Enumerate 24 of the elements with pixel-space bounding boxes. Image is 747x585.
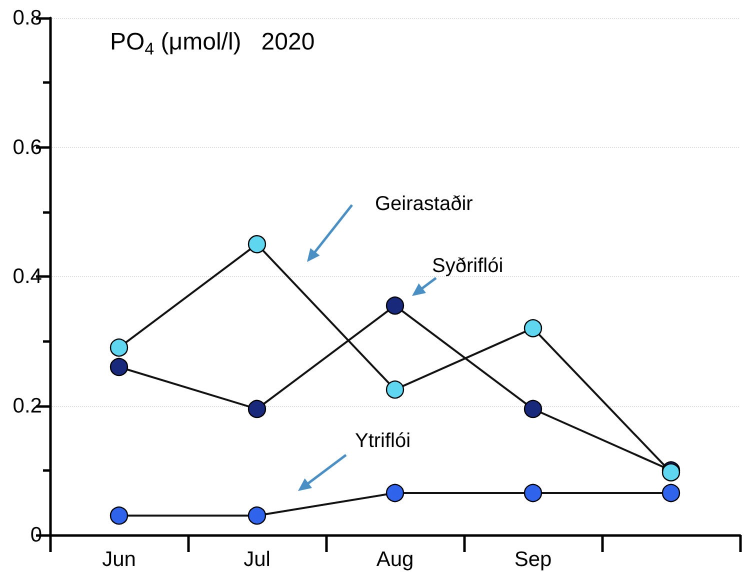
point: [248, 400, 266, 418]
point: [524, 319, 542, 338]
y-tick-label: 0.8: [12, 6, 42, 30]
y-tick-label: 0.2: [12, 394, 42, 418]
series-label: Ytriflói: [355, 430, 411, 452]
point: [248, 506, 266, 525]
point: [248, 235, 266, 254]
point: [110, 358, 128, 376]
text: Geirastaðir: [375, 193, 474, 215]
y-tick-label: 0.6: [12, 136, 42, 159]
series-label: Syðriflói: [432, 255, 504, 277]
x-tick-label: Jul: [244, 548, 270, 571]
x-tick-label: Jun: [102, 548, 136, 571]
x-tick-label: Sep: [514, 548, 552, 571]
point: [110, 338, 128, 357]
point: [386, 380, 404, 399]
point: [110, 506, 128, 525]
point: [386, 296, 404, 315]
point: [524, 400, 542, 418]
point: [386, 484, 404, 502]
point: [662, 484, 680, 502]
x-tick-label: Aug: [376, 548, 414, 571]
y-tick-label: 0.4: [12, 265, 42, 288]
point: [524, 484, 542, 502]
